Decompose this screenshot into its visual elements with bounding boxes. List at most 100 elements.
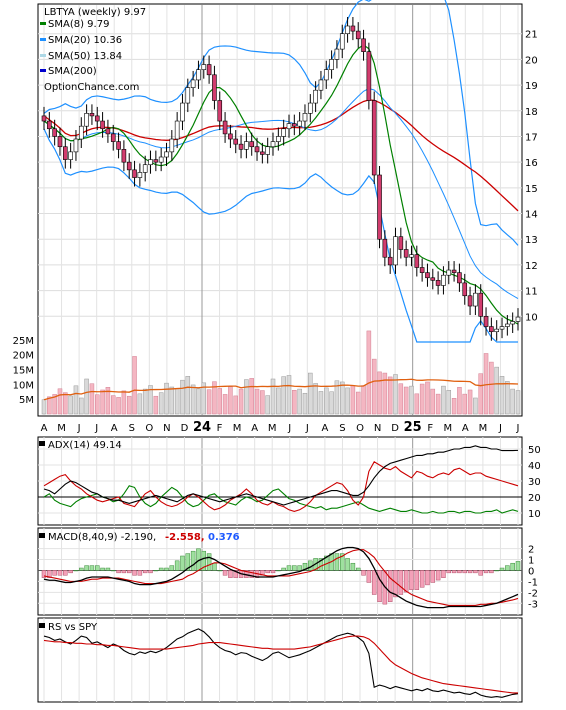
candle-body: [137, 172, 143, 178]
sma20-line: [43, 88, 519, 300]
volume-bar: [419, 383, 425, 415]
candle-body: [164, 151, 169, 158]
candle-body: [174, 120, 180, 140]
macd-histogram-bar: [499, 567, 505, 571]
adx-tick-label: 20: [528, 493, 541, 504]
volume-bar: [110, 395, 116, 415]
candle-body: [366, 51, 372, 101]
volume-bar: [393, 374, 398, 415]
macd-histogram-bar: [473, 570, 478, 574]
candle-body: [403, 249, 409, 258]
candle-body: [361, 38, 366, 52]
volume-tick-label: 20M: [13, 351, 34, 362]
volume-bar: [153, 395, 159, 415]
candle-body: [132, 169, 137, 178]
candle-body: [244, 141, 249, 150]
volume-tick-label: 15M: [13, 366, 34, 377]
volume-tick-label: 5M: [19, 395, 34, 406]
candle-body: [142, 164, 148, 173]
candle-body: [371, 100, 377, 176]
macd-histogram-bar: [126, 570, 132, 574]
x-tick-label: D: [181, 423, 189, 434]
macd-tick-label: 0: [528, 566, 534, 577]
x-tick-label: M: [57, 423, 66, 434]
candle-body: [148, 159, 153, 166]
macd-histogram-bar: [366, 570, 372, 583]
watermark-text: OptionChance.com: [44, 82, 139, 93]
volume-bar: [137, 393, 143, 415]
bollinger-upper: [43, 0, 519, 246]
adx-line: [43, 445, 519, 506]
macd-histogram-bar: [212, 562, 217, 571]
candle-body: [180, 102, 185, 122]
sma20-swatch: [40, 38, 46, 41]
macd-histogram-bar: [164, 567, 169, 571]
x-tick-label: F: [427, 423, 433, 434]
candle-body: [478, 292, 484, 317]
candle-body: [126, 161, 132, 171]
x-tick-label: J: [305, 423, 309, 434]
x-tick-label: 24: [193, 420, 211, 435]
macd-histogram-bar: [201, 550, 207, 571]
candle-body: [185, 87, 191, 104]
volume-bar: [174, 388, 180, 415]
macd-histogram-bar: [41, 570, 47, 578]
candle-body: [483, 316, 489, 327]
macd-histogram-bar: [345, 558, 350, 571]
x-tick-label: A: [321, 423, 328, 434]
price-tick-label: 13: [525, 235, 538, 246]
volume-bar: [190, 384, 196, 415]
x-tick-label: A: [462, 423, 469, 434]
macd-title: MACD(8,40,9) -2.190,: [48, 532, 156, 543]
volume-bar: [494, 366, 499, 415]
sma8-line: [43, 44, 519, 325]
macd-histogram-bar: [430, 570, 436, 583]
volume-bar: [249, 378, 254, 415]
macd-tick-label: -1: [528, 577, 538, 588]
macd-histogram-bar: [79, 567, 84, 571]
rs-average-line: [43, 635, 518, 694]
ticker-label: LBTYA (weekly) 9.97: [44, 7, 146, 18]
volume-bar: [121, 390, 127, 415]
candle-body: [382, 238, 388, 258]
price-tick-label: 17: [525, 132, 538, 143]
macd-histogram-bar: [510, 562, 515, 571]
sma200-swatch: [40, 69, 46, 72]
candle-body: [57, 136, 63, 148]
volume-bar: [355, 391, 361, 415]
macd-histogram-bar: [403, 570, 409, 593]
x-tick-label: A: [111, 423, 118, 434]
adx-tick-label: 50: [528, 445, 541, 456]
volume-bar: [430, 388, 436, 415]
macd-legend-swatch: [39, 533, 45, 538]
candle-body: [334, 48, 340, 60]
macd-histogram-bar: [318, 558, 324, 571]
candle-body: [489, 326, 494, 333]
candle-body: [201, 64, 207, 70]
volume-bar: [148, 385, 153, 415]
volume-bar: [505, 381, 510, 415]
candle-body: [105, 128, 111, 135]
candle-body: [270, 141, 276, 148]
volume-bar: [254, 388, 260, 415]
volume-bar: [467, 389, 473, 415]
adx-tick-label: 40: [528, 461, 541, 472]
volume-bar: [222, 394, 228, 415]
macd-histogram-bar: [265, 570, 270, 574]
volume-bar: [164, 382, 169, 415]
x-tick-label: S: [129, 423, 135, 434]
candle-body: [41, 115, 47, 122]
volume-bar: [398, 383, 404, 415]
candle-body: [228, 133, 233, 140]
volume-bar: [292, 390, 297, 415]
candle-body: [169, 138, 175, 153]
macd-histogram-bar: [515, 561, 521, 571]
rs-legend-swatch: [39, 623, 45, 628]
macd-histogram-bar: [142, 570, 148, 574]
volume-bar: [57, 388, 63, 415]
candle-body: [350, 25, 356, 32]
macd-histogram-bar: [276, 570, 281, 572]
candle-body: [419, 267, 425, 273]
volume-bar: [308, 372, 313, 415]
